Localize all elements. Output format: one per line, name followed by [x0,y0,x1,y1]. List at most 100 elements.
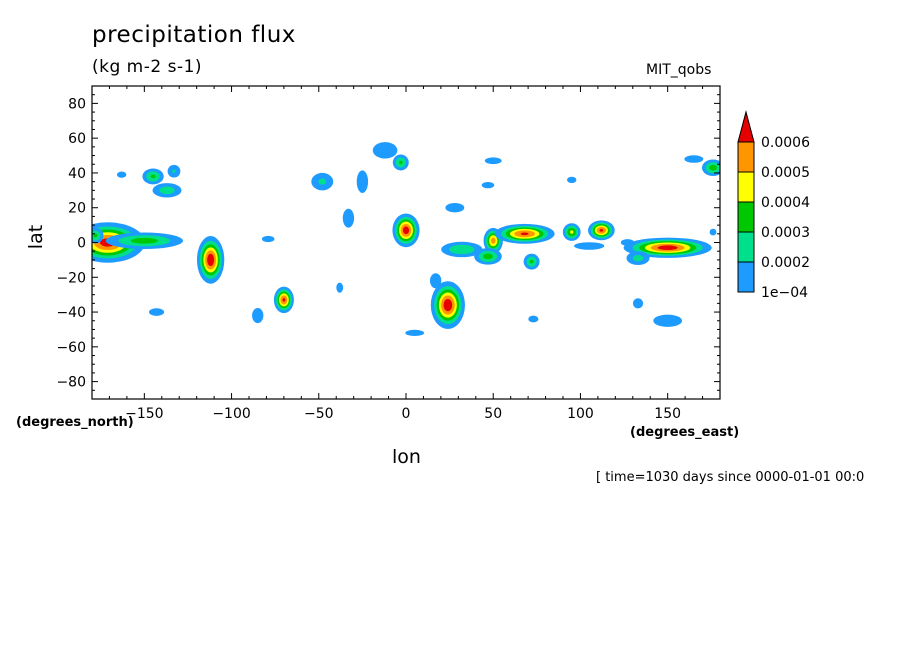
colorbar-label: 1e−04 [761,285,808,301]
colorbar-swatch [737,141,755,173]
precip-cell [392,213,420,248]
y-tick-label: 80 [68,96,86,112]
precip-cell [92,227,104,244]
contour-level-1 [620,239,635,246]
precip-cell [336,282,344,293]
colorbar-overflow-triangle [737,110,755,143]
contour-level-1 [356,170,369,193]
contour-level-6 [657,245,678,250]
contour-level-2 [632,255,644,262]
contour-level-4 [570,230,574,234]
precip-cell [116,171,127,178]
contour-level-3 [93,233,98,238]
contour-level-1 [148,308,165,316]
precip-cell [620,239,635,246]
chart-subtitle: (kg m-2 s-1) [92,57,203,77]
precip-cell [430,281,465,329]
contour-level-3 [483,253,493,260]
precip-cell [405,329,425,337]
x-tick-label: −100 [212,406,250,422]
time-stamp: [ time=1030 days since 0000-01-01 00:0 [596,470,865,485]
precip-cell [474,248,502,265]
precip-cell [528,315,539,323]
colorbar-label: 0.0004 [761,195,810,211]
y-tick-label: 0 [77,236,86,252]
precip-cell [632,298,644,309]
contour-level-1 [429,273,442,289]
contour-level-1 [484,157,502,165]
precip-cell [261,235,275,243]
x-tick-label: 100 [567,406,594,422]
contour-level-1 [709,228,717,236]
contour-level-1 [481,181,495,189]
x-tick-label: 50 [484,406,502,422]
contour-level-6 [520,232,529,236]
precip-cell [152,183,182,198]
contour-level-1 [261,235,275,243]
precip-cell [494,223,555,244]
precip-cell [574,242,605,250]
precip-cell [481,181,495,189]
x-tick-label: 0 [402,406,411,422]
colorbar: 0.0006 0.0005 0.0004 0.0003 0.0002 1e−04 [737,110,810,301]
precip-cell [392,154,409,171]
contour-level-1 [372,142,398,159]
x-axis-label: lon [392,446,421,468]
precip-cell [523,253,540,270]
contour-level-6 [443,299,453,312]
x-tick-label: 150 [654,406,681,422]
y-tick-label: 40 [68,166,86,182]
contour-level-1 [252,307,264,324]
precip-cell [273,286,294,314]
y-tick-label: −20 [56,270,86,286]
dataset-label: MIT_qobs [646,62,712,78]
precip-cell [588,220,615,241]
colorbar-label: 0.0002 [761,255,810,271]
contour-level-3 [709,164,717,171]
precip-cell [441,241,483,258]
contour-level-1 [445,203,465,213]
precip-cell [701,159,720,176]
contour-level-1 [116,171,127,178]
contour-level-1 [632,298,644,309]
colorbar-label: 0.0005 [761,165,810,181]
x-tick-label: −50 [304,406,334,422]
y-tick-label: 60 [68,131,86,147]
tick-marks [92,85,721,399]
precip-cell [445,203,465,213]
y-units-label: (degrees_north) [16,415,134,430]
contour-level-6 [207,253,215,266]
y-tick-label: 20 [68,201,86,217]
colorbar-swatch [737,171,755,203]
precip-cell [105,232,183,250]
y-tick-label: −40 [56,305,86,321]
y-tick-label: −80 [56,375,86,391]
precip-cell [148,308,165,316]
contour-level-1 [528,315,539,323]
contour-level-3 [398,160,403,165]
contour-level-3 [529,259,534,264]
precip-cell [684,155,704,163]
contour-level-1 [684,155,704,163]
contour-level-1 [653,314,683,327]
contour-level-1 [574,242,605,250]
contour-level-5 [490,237,496,244]
colorbar-label: 0.0003 [761,225,810,241]
precip-cell [356,170,369,193]
precip-cell [709,228,717,236]
contour-level-3 [130,237,158,244]
contour-level-3 [150,174,156,179]
contour-level-6 [599,228,604,232]
precip-cell [142,168,164,185]
precip-cell [167,164,181,178]
precip-cell [429,273,442,289]
precip-cell [623,237,712,258]
contour-level-2 [159,186,175,195]
precip-cell [626,251,650,266]
colorbar-swatch [737,231,755,263]
precip-cell [653,314,683,327]
chart-title: precipitation flux [92,22,296,48]
colorbar-label: 0.0006 [761,135,810,151]
contour-level-6 [402,226,410,235]
